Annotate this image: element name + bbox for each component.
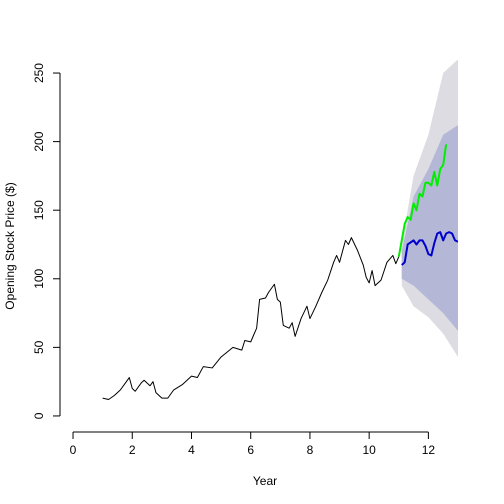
- plot-area: [102, 60, 458, 400]
- forecast-band: [401, 125, 458, 331]
- y-tick-label: 150: [32, 200, 46, 220]
- x-tick-label: 6: [247, 443, 254, 457]
- x-tick-label: 8: [307, 443, 314, 457]
- x-tick-label: 4: [188, 443, 195, 457]
- y-axis-label: Opening Stock Price ($): [3, 182, 17, 309]
- y-tick-label: 200: [32, 131, 46, 151]
- series-line: [397, 144, 448, 258]
- y-tick-label: 250: [32, 63, 46, 83]
- y-tick-label: 100: [32, 268, 46, 288]
- x-tick-label: 12: [422, 443, 436, 457]
- x-axis-label: Year: [253, 474, 277, 488]
- y-tick-label: 50: [32, 340, 46, 354]
- x-tick-label: 0: [70, 443, 77, 457]
- y-tick-label: 0: [32, 412, 46, 419]
- x-tick-label: 10: [362, 443, 376, 457]
- series-line: [401, 231, 458, 266]
- x-tick-label: 2: [129, 443, 136, 457]
- axes: 0 2 4 6 8 10 12 0 50 100 150 200 250: [32, 63, 435, 457]
- series-line: [102, 237, 400, 400]
